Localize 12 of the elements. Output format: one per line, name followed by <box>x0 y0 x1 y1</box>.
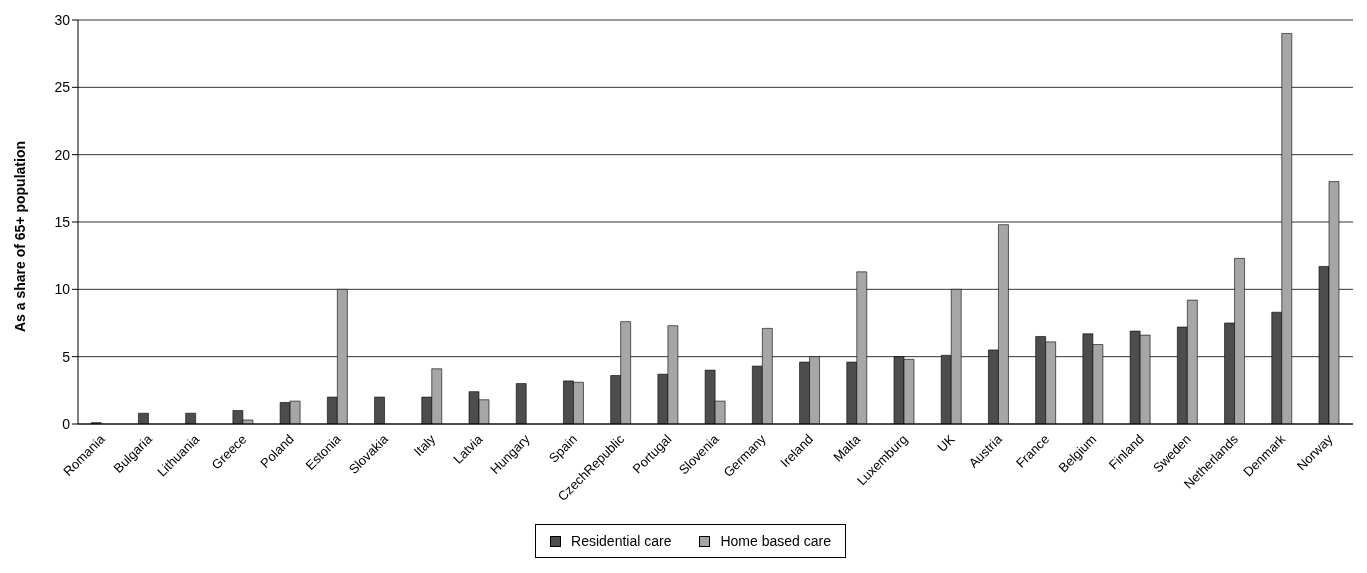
y-tick-label: 25 <box>54 79 71 96</box>
x-tick-label: Italy <box>410 431 439 459</box>
legend-label: Residential care <box>570 533 672 549</box>
y-tick-label: 15 <box>54 213 71 230</box>
y-tick-label: 10 <box>54 281 71 298</box>
y-tick-label: 30 <box>54 11 71 28</box>
y-tick-label: 0 <box>62 415 71 432</box>
y-axis-title: As a share of 65+ population <box>11 141 28 332</box>
y-tick-label: 5 <box>62 348 71 365</box>
legend-label: Home based care <box>719 533 831 549</box>
y-tick-label: 20 <box>54 146 71 163</box>
x-tick-label: UK <box>934 431 958 455</box>
